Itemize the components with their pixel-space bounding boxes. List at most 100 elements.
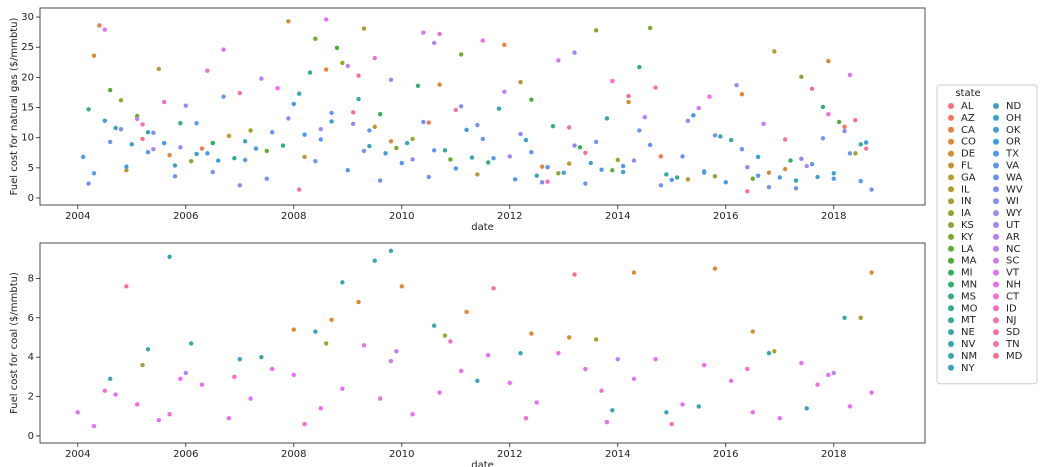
- point: [583, 181, 588, 186]
- point: [134, 402, 140, 407]
- point: [194, 151, 199, 157]
- point: [793, 186, 799, 191]
- legend-label: MS: [961, 291, 976, 302]
- point: [772, 349, 777, 354]
- point: [269, 130, 275, 135]
- point: [820, 104, 826, 110]
- legend-marker: [993, 233, 999, 240]
- x-tick-label: 2018: [821, 211, 846, 222]
- point: [145, 130, 151, 135]
- legend-marker: [948, 198, 954, 205]
- point: [777, 415, 782, 421]
- point: [329, 119, 334, 124]
- point: [637, 64, 642, 70]
- point: [869, 187, 874, 192]
- legend-label: MO: [961, 303, 978, 314]
- point: [712, 174, 718, 179]
- point: [658, 183, 664, 188]
- point: [156, 66, 161, 72]
- point: [437, 31, 442, 37]
- legend-box: [936, 84, 1038, 385]
- point: [847, 404, 853, 409]
- legend-marker: [948, 150, 954, 157]
- point: [502, 89, 507, 95]
- legend-label: MD: [1006, 351, 1023, 362]
- point: [572, 143, 577, 148]
- point: [475, 172, 480, 177]
- point: [588, 160, 593, 166]
- x-axis-label: date: [471, 222, 494, 233]
- point: [259, 354, 264, 360]
- point: [226, 415, 232, 421]
- point: [685, 177, 691, 182]
- point: [842, 124, 847, 130]
- point: [313, 329, 318, 334]
- point: [356, 96, 361, 102]
- point: [199, 382, 205, 387]
- point: [642, 114, 647, 120]
- legend-marker: [993, 210, 999, 217]
- point: [367, 143, 372, 149]
- legend-label: VT: [1006, 268, 1020, 279]
- point: [550, 124, 556, 129]
- legend-label: GA: [961, 172, 976, 183]
- point: [253, 146, 259, 151]
- point: [464, 127, 469, 133]
- point: [458, 52, 464, 57]
- point: [458, 368, 464, 374]
- point: [269, 366, 275, 372]
- point: [615, 356, 620, 362]
- point: [696, 404, 701, 409]
- point: [755, 173, 761, 178]
- point: [118, 127, 124, 132]
- point: [188, 341, 194, 346]
- legend-label: VA: [1006, 161, 1019, 172]
- legend-label: SD: [1006, 327, 1020, 338]
- point: [188, 159, 194, 164]
- legend-label: NY: [961, 363, 975, 374]
- legend-marker: [948, 174, 954, 181]
- point: [664, 410, 669, 415]
- point: [626, 99, 631, 105]
- legend-marker: [993, 126, 999, 133]
- legend-marker: [948, 269, 954, 276]
- point: [161, 99, 167, 105]
- point: [194, 121, 199, 126]
- point: [372, 55, 377, 61]
- point: [248, 128, 253, 133]
- point: [464, 309, 469, 315]
- legend-label: FL: [961, 161, 973, 172]
- y-tick-label: 25: [21, 42, 34, 53]
- point: [755, 154, 761, 160]
- point: [102, 388, 107, 393]
- point: [377, 178, 383, 183]
- legend-marker: [948, 317, 954, 324]
- point: [323, 17, 329, 22]
- point: [653, 356, 658, 362]
- legend-marker: [948, 103, 954, 109]
- legend-marker: [993, 305, 999, 312]
- point: [237, 183, 242, 188]
- point: [221, 94, 226, 99]
- x-tick-label: 2012: [497, 449, 522, 460]
- point: [604, 116, 610, 121]
- point: [210, 140, 215, 146]
- legend-label: ID: [1006, 303, 1017, 314]
- point: [237, 356, 242, 362]
- x-tick-label: 2008: [281, 449, 306, 460]
- legend-marker: [948, 126, 954, 133]
- point: [869, 390, 874, 395]
- x-tick-label: 2006: [173, 211, 198, 222]
- point: [858, 142, 863, 147]
- point: [226, 133, 232, 139]
- point: [345, 63, 350, 69]
- point: [399, 284, 404, 289]
- point: [80, 154, 86, 160]
- legend-marker: [993, 222, 999, 228]
- point: [545, 165, 550, 170]
- point: [529, 149, 534, 155]
- point: [572, 272, 577, 277]
- legend-marker: [948, 114, 954, 121]
- y-tick-label: 0: [28, 193, 34, 204]
